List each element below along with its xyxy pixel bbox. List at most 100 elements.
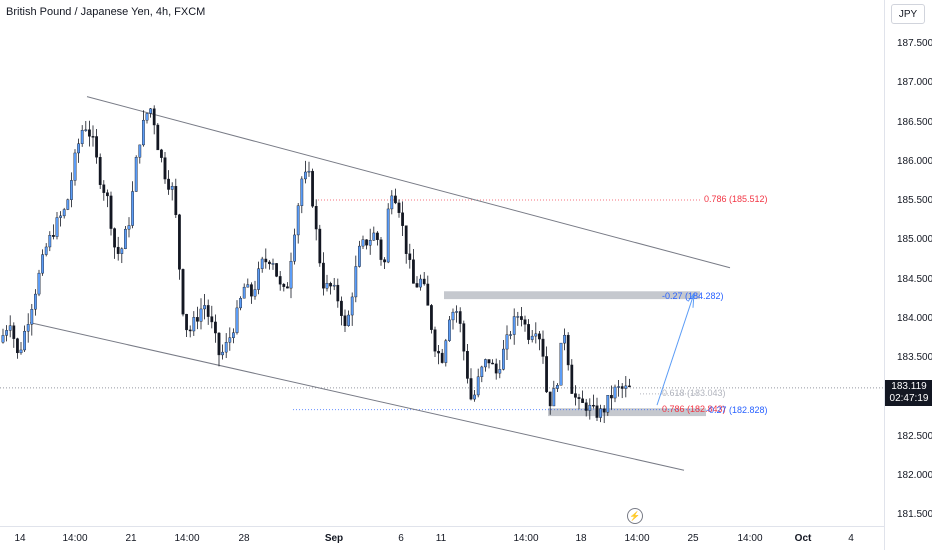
- time-tick-label: 14:00: [624, 533, 650, 544]
- candle-body: [199, 308, 203, 322]
- candle-body: [588, 404, 592, 411]
- candle-body: [23, 331, 26, 351]
- candle-body: [282, 283, 286, 287]
- candle-body: [606, 395, 610, 413]
- candle-body: [538, 333, 541, 340]
- candle-body: [185, 313, 188, 331]
- resistance-zone: [444, 291, 700, 300]
- candle-body: [192, 317, 196, 332]
- candle-body: [268, 261, 271, 265]
- candle-body: [141, 119, 145, 146]
- candle-body: [278, 276, 282, 285]
- candle-body: [300, 178, 304, 206]
- candle-body: [1, 335, 5, 343]
- candle-body: [520, 316, 523, 320]
- candle-body: [394, 195, 397, 204]
- time-tick-label: Sep: [324, 533, 344, 544]
- candle-body: [221, 351, 224, 356]
- candle-body: [379, 239, 383, 260]
- price-tick-label: 187.500: [897, 38, 932, 49]
- candle-body: [617, 386, 621, 388]
- candle-body: [188, 329, 192, 332]
- candle-body: [48, 235, 52, 248]
- candle-body: [131, 191, 134, 226]
- candle-body: [491, 362, 494, 365]
- candle-body: [505, 334, 509, 350]
- candle-body: [16, 338, 19, 354]
- candle-body: [624, 385, 628, 389]
- candle-body: [123, 228, 127, 249]
- candle-body: [487, 359, 491, 364]
- fib-label: 0.618 (183.043): [662, 387, 726, 398]
- price-axis[interactable]: JPY 187.500 187.000 186.500 186.000 185.500 1…: [884, 0, 932, 550]
- price-chart[interactable]: [0, 0, 884, 526]
- candle-body: [138, 144, 142, 158]
- time-tick-label: Oct: [794, 533, 812, 544]
- candle-body: [102, 184, 106, 193]
- candle-body: [498, 369, 502, 374]
- candle-body: [286, 286, 289, 289]
- time-axis[interactable]: 14 14:00 21 14:00 28 Sep 6 11 14:00 18 14:00 25 14:0…: [0, 526, 884, 551]
- candle-body: [581, 398, 585, 403]
- candle-body: [12, 325, 16, 339]
- candle-body: [368, 240, 372, 246]
- candle-body: [592, 404, 595, 407]
- lightning-bolt-icon[interactable]: ⚡: [627, 508, 643, 524]
- candle-body: [404, 225, 408, 254]
- price-tick-label: 181.500: [897, 509, 932, 520]
- candle-body: [242, 286, 246, 299]
- candle-body: [599, 408, 603, 418]
- candle-body: [502, 348, 505, 370]
- candle-body: [52, 235, 55, 237]
- symbol-title: British Pound / Japanese Yen, 4h, FXCM: [6, 6, 206, 18]
- candle-body: [116, 246, 120, 254]
- chart-area[interactable]: British Pound / Japanese Yen, 4h, FXCM ⚡…: [0, 0, 884, 526]
- candle-body: [249, 284, 253, 297]
- candle-body: [195, 317, 199, 322]
- candle-body: [239, 297, 242, 309]
- fib-label: 0.786 (185.512): [704, 194, 768, 205]
- candle-body: [80, 130, 84, 144]
- price-tick-label: 182.500: [897, 430, 932, 442]
- current-price-label: 183.119 02:47:19: [885, 379, 932, 406]
- price-tick-label: 184.500: [897, 273, 932, 285]
- currency-button[interactable]: JPY: [891, 4, 925, 24]
- candle-body: [304, 171, 307, 180]
- candle-body: [217, 332, 221, 356]
- candle-body: [602, 408, 606, 413]
- candle-body: [275, 263, 278, 277]
- time-tick-label: 14:00: [513, 533, 539, 544]
- candle-body: [556, 385, 559, 389]
- candle-body: [509, 334, 512, 336]
- candle-body: [386, 208, 390, 263]
- candle-body: [361, 239, 365, 247]
- candle-body: [412, 259, 415, 284]
- candle-body: [181, 269, 185, 315]
- candle-body: [530, 335, 534, 340]
- candle-body: [365, 239, 368, 246]
- candle-body: [563, 334, 567, 344]
- projection-arrow: [656, 293, 695, 406]
- candle-body: [55, 217, 59, 237]
- candle-body: [296, 205, 300, 236]
- candle-body: [455, 311, 458, 313]
- candle-body: [473, 394, 476, 400]
- candle-body: [293, 234, 296, 262]
- candle-body: [264, 258, 268, 263]
- fib-label: -0.27 (182.828): [706, 404, 768, 415]
- candle-body: [628, 385, 631, 388]
- candle-body: [163, 157, 167, 180]
- candle-body: [458, 311, 462, 324]
- candle-body: [397, 202, 401, 213]
- time-tick-label: 25: [687, 533, 699, 544]
- candle-body: [343, 315, 347, 326]
- candle-body: [314, 206, 318, 230]
- candle-body: [253, 289, 257, 297]
- time-tick-label: 14:00: [62, 533, 88, 544]
- candle-body: [422, 278, 426, 285]
- candle-body: [105, 192, 109, 197]
- candle-body: [30, 308, 34, 325]
- candle-body: [206, 305, 210, 317]
- fib-label: 0.786 (182.843): [662, 403, 726, 414]
- candle-body: [383, 259, 386, 263]
